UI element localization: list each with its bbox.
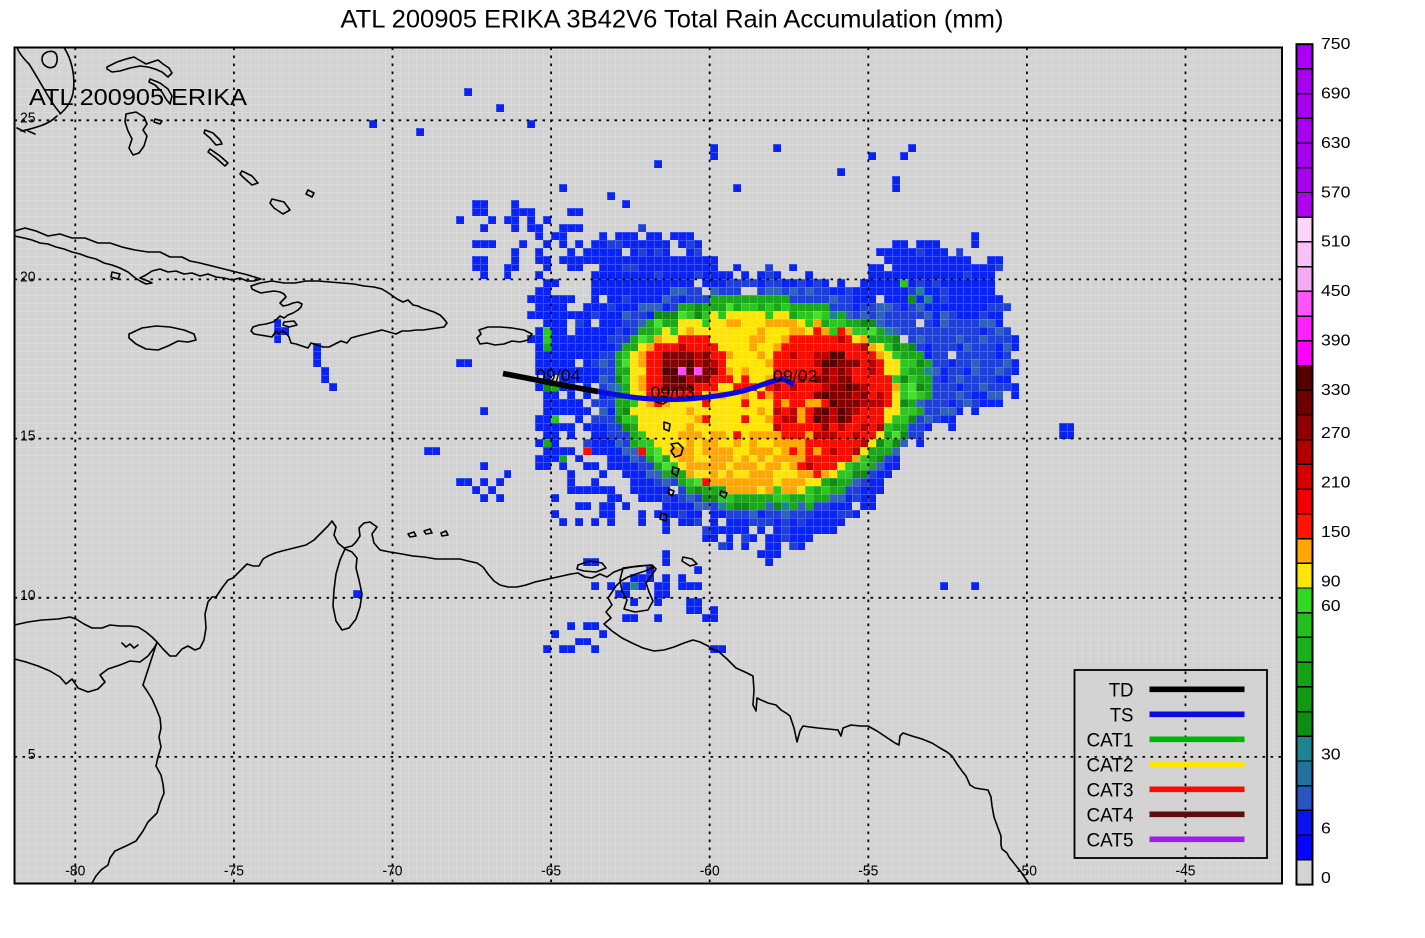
svg-text:ATL 200905 ERIKA: ATL 200905 ERIKA	[29, 84, 248, 110]
svg-text:630: 630	[1321, 135, 1351, 152]
svg-text:60: 60	[1321, 598, 1341, 615]
svg-text:09/02: 09/02	[773, 367, 818, 386]
svg-text:CAT2: CAT2	[1087, 755, 1134, 776]
svg-text:-80: -80	[65, 864, 85, 880]
svg-text:TD: TD	[1109, 680, 1134, 701]
svg-text:-55: -55	[858, 864, 878, 880]
svg-text:750: 750	[1321, 36, 1351, 53]
svg-text:210: 210	[1321, 475, 1351, 492]
svg-text:-50: -50	[1017, 864, 1037, 880]
svg-text:690: 690	[1321, 85, 1351, 102]
svg-text:510: 510	[1321, 234, 1351, 251]
svg-text:TS: TS	[1110, 705, 1134, 726]
svg-text:6: 6	[1321, 821, 1331, 838]
svg-text:30: 30	[1321, 747, 1341, 764]
svg-text:270: 270	[1321, 425, 1351, 442]
svg-text:-45: -45	[1176, 864, 1196, 880]
svg-text:CAT4: CAT4	[1087, 805, 1134, 826]
svg-text:570: 570	[1321, 184, 1351, 201]
svg-text:20: 20	[20, 269, 36, 285]
svg-text:09/04: 09/04	[536, 366, 581, 385]
svg-text:-75: -75	[224, 864, 244, 880]
svg-text:CAT1: CAT1	[1087, 730, 1134, 751]
svg-text:CAT5: CAT5	[1087, 830, 1134, 851]
svg-text:-65: -65	[541, 864, 561, 880]
svg-text:5: 5	[28, 747, 36, 763]
svg-text:450: 450	[1321, 283, 1351, 300]
svg-text:10: 10	[20, 588, 36, 604]
svg-text:330: 330	[1321, 382, 1351, 399]
svg-text:ATL 200905 ERIKA 3B42V6 Total: ATL 200905 ERIKA 3B42V6 Total Rain Accum…	[341, 6, 1004, 34]
svg-text:90: 90	[1321, 574, 1341, 591]
svg-text:-60: -60	[700, 864, 720, 880]
svg-text:25: 25	[20, 110, 36, 126]
svg-text:CAT3: CAT3	[1087, 780, 1134, 801]
svg-text:150: 150	[1321, 524, 1351, 541]
svg-text:09/03: 09/03	[651, 383, 696, 402]
svg-text:15: 15	[20, 429, 36, 445]
svg-text:390: 390	[1321, 333, 1351, 350]
svg-text:-70: -70	[383, 864, 403, 880]
svg-text:0: 0	[1321, 870, 1331, 887]
